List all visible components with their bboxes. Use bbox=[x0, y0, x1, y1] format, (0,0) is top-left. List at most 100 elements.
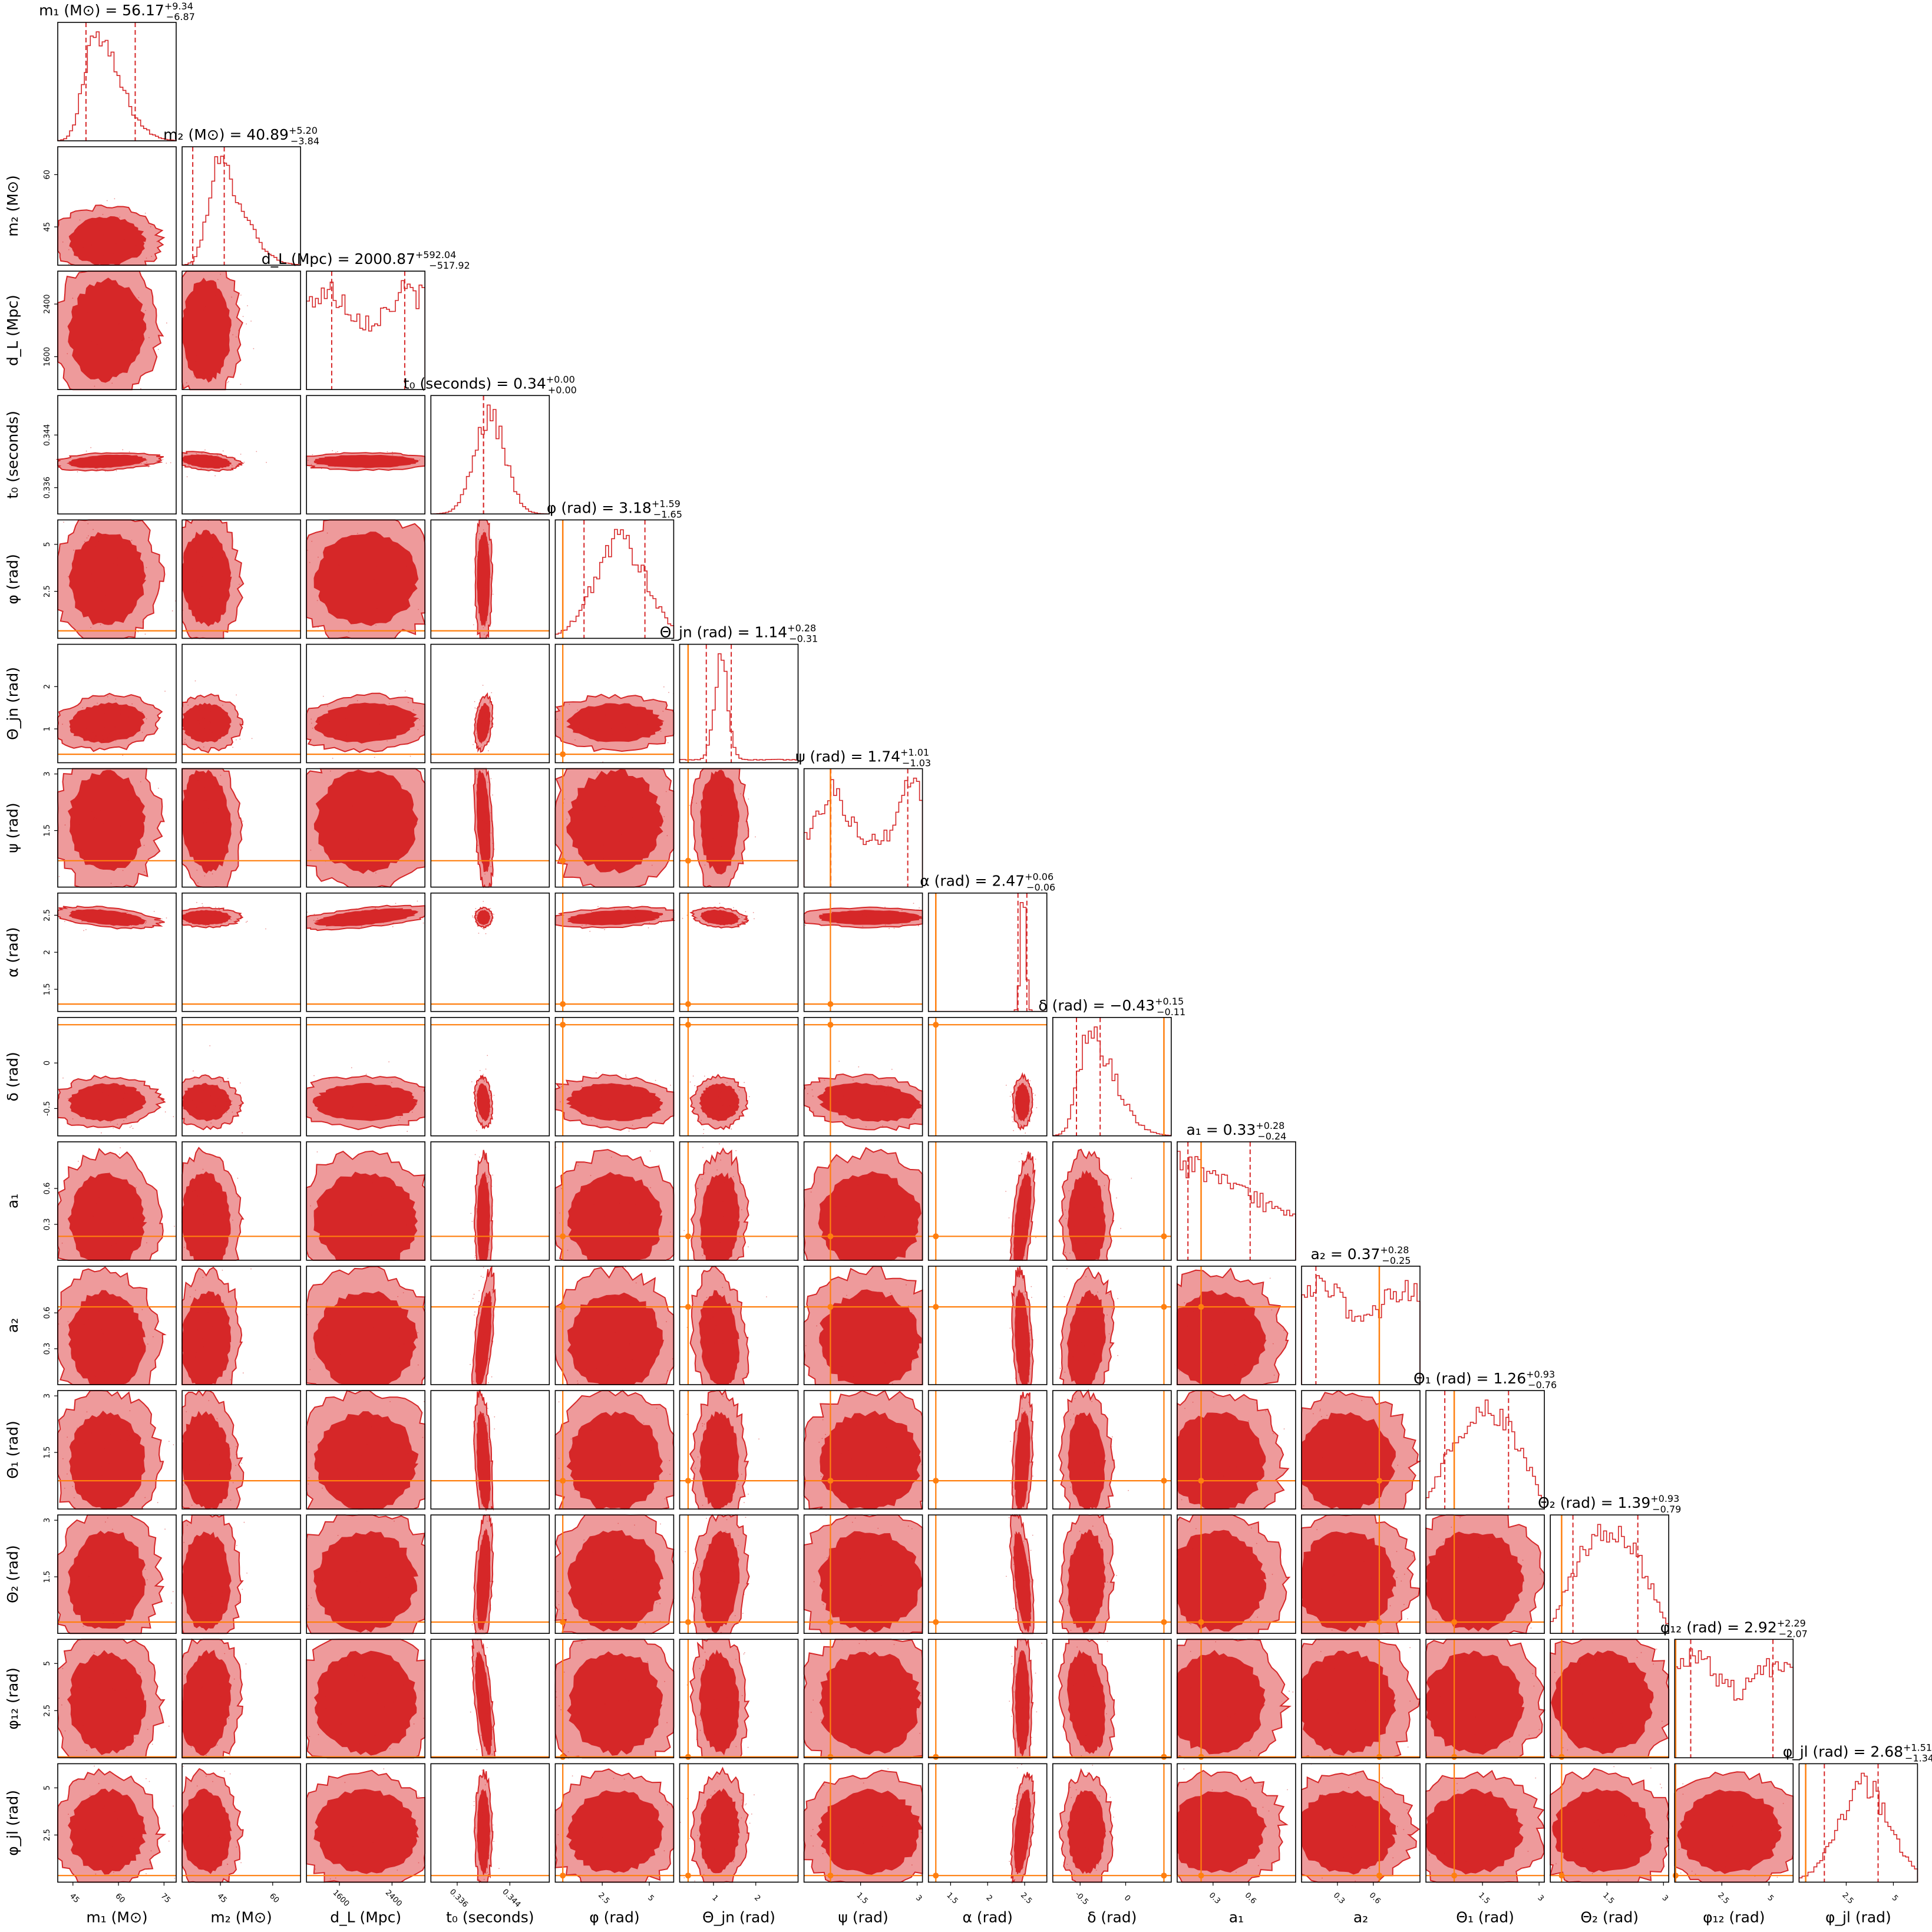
sample-point bbox=[1407, 1746, 1409, 1748]
sample-point bbox=[1185, 1830, 1187, 1832]
sample-point bbox=[362, 1675, 364, 1677]
sample-point bbox=[1532, 1673, 1534, 1675]
sample-point bbox=[311, 540, 313, 542]
sample-point bbox=[1207, 1854, 1208, 1855]
sample-point bbox=[94, 1375, 95, 1376]
sample-point bbox=[1261, 1785, 1263, 1787]
sample-point bbox=[1660, 1787, 1662, 1789]
sample-point bbox=[126, 1697, 127, 1699]
sample-point bbox=[473, 1425, 475, 1427]
sample-point bbox=[1678, 1848, 1680, 1850]
histogram-a1 bbox=[1177, 1151, 1296, 1260]
sample-point bbox=[220, 774, 222, 776]
sample-point bbox=[833, 1448, 835, 1449]
sample-point bbox=[1442, 1541, 1444, 1543]
panel-frame-phi12 bbox=[1674, 1639, 1794, 1759]
sample-point bbox=[1026, 1735, 1028, 1736]
sample-point bbox=[372, 458, 374, 460]
title-err-minus: −1.34 bbox=[1905, 1752, 1932, 1763]
sample-point bbox=[395, 1849, 397, 1851]
sample-point bbox=[477, 556, 478, 557]
sample-point bbox=[1409, 1804, 1411, 1805]
sample-point bbox=[877, 1208, 879, 1209]
sample-point bbox=[714, 1848, 715, 1850]
contour-inner bbox=[566, 1790, 665, 1873]
sample-point bbox=[491, 1289, 493, 1290]
sample-point bbox=[126, 1689, 127, 1691]
panel-alpha-vs-t0 bbox=[430, 892, 550, 1012]
sample-point bbox=[313, 920, 315, 921]
sample-point bbox=[1491, 1792, 1493, 1794]
diag-title-phijl: φ_jl (rad) = 2.68+1.51 −1.34 bbox=[1783, 1742, 1932, 1763]
sample-point bbox=[1030, 1689, 1032, 1690]
sample-point bbox=[692, 1075, 694, 1077]
sample-point bbox=[197, 720, 199, 721]
sample-point bbox=[491, 1550, 493, 1552]
sample-point bbox=[153, 911, 155, 912]
contour-inner bbox=[477, 531, 491, 628]
sample-point bbox=[314, 1571, 316, 1573]
sample-point bbox=[199, 709, 200, 711]
title-err-plus: +0.93 bbox=[1526, 1369, 1555, 1380]
sample-point bbox=[1072, 1685, 1074, 1686]
sample-point bbox=[485, 721, 486, 723]
panel-thetajn-vs-m1 bbox=[57, 643, 177, 764]
sample-point bbox=[700, 1107, 701, 1109]
sample-point bbox=[710, 863, 712, 864]
sample-point bbox=[836, 1670, 838, 1672]
sample-point bbox=[595, 1072, 597, 1074]
sample-point bbox=[186, 1598, 187, 1600]
sample-point bbox=[1019, 1083, 1021, 1085]
sample-point bbox=[1026, 1089, 1028, 1091]
contour-inner bbox=[567, 1172, 663, 1261]
sample-point bbox=[730, 843, 731, 844]
sample-point bbox=[224, 1724, 226, 1726]
sample-point bbox=[857, 1330, 859, 1332]
x-tick-label-a2-0: 0.3 bbox=[1332, 1891, 1346, 1905]
sample-point bbox=[210, 711, 212, 712]
panel-psi-vs-phi bbox=[554, 768, 675, 888]
sample-point bbox=[375, 907, 376, 909]
sample-point bbox=[1071, 1553, 1073, 1554]
panel-frame bbox=[306, 892, 426, 1012]
sample-point bbox=[734, 1114, 735, 1115]
sample-point bbox=[204, 875, 206, 877]
contour-inner bbox=[182, 1531, 232, 1631]
sample-point bbox=[1445, 1557, 1446, 1558]
sample-point bbox=[480, 1322, 482, 1323]
sample-point bbox=[339, 1830, 341, 1832]
sample-point bbox=[127, 1092, 128, 1094]
sample-point bbox=[729, 919, 731, 921]
panel-frame-m2 bbox=[181, 146, 301, 266]
title-err-minus: −0.25 bbox=[1382, 1255, 1411, 1266]
panel-frame bbox=[554, 1763, 675, 1883]
sample-point bbox=[170, 462, 171, 464]
sample-point bbox=[361, 910, 363, 911]
sample-point bbox=[306, 1314, 308, 1316]
sample-point bbox=[483, 1860, 485, 1861]
sample-point bbox=[1249, 1342, 1251, 1344]
sample-point bbox=[485, 1807, 487, 1809]
y-axis-label-phi12: φ₁₂ (rad) bbox=[4, 1667, 21, 1729]
sample-point bbox=[61, 1704, 62, 1706]
sample-point bbox=[1194, 1848, 1196, 1850]
sample-point bbox=[1025, 1672, 1027, 1673]
sample-point bbox=[722, 1343, 724, 1344]
sample-point bbox=[1335, 1448, 1336, 1450]
sample-point bbox=[199, 1206, 201, 1208]
sample-point bbox=[487, 802, 488, 804]
sample-point bbox=[386, 840, 388, 841]
sample-point bbox=[599, 1799, 600, 1801]
sample-point bbox=[363, 1860, 364, 1862]
sample-point bbox=[1326, 1415, 1328, 1416]
contour-inner bbox=[816, 1788, 923, 1875]
sample-point bbox=[1029, 1337, 1030, 1339]
sample-point bbox=[356, 914, 357, 916]
panel-frame bbox=[1425, 1639, 1545, 1759]
sample-point bbox=[482, 927, 484, 929]
sample-point bbox=[1682, 1794, 1684, 1795]
sample-point bbox=[1084, 1462, 1085, 1464]
sample-point bbox=[358, 1305, 360, 1307]
sample-point bbox=[394, 1520, 395, 1522]
